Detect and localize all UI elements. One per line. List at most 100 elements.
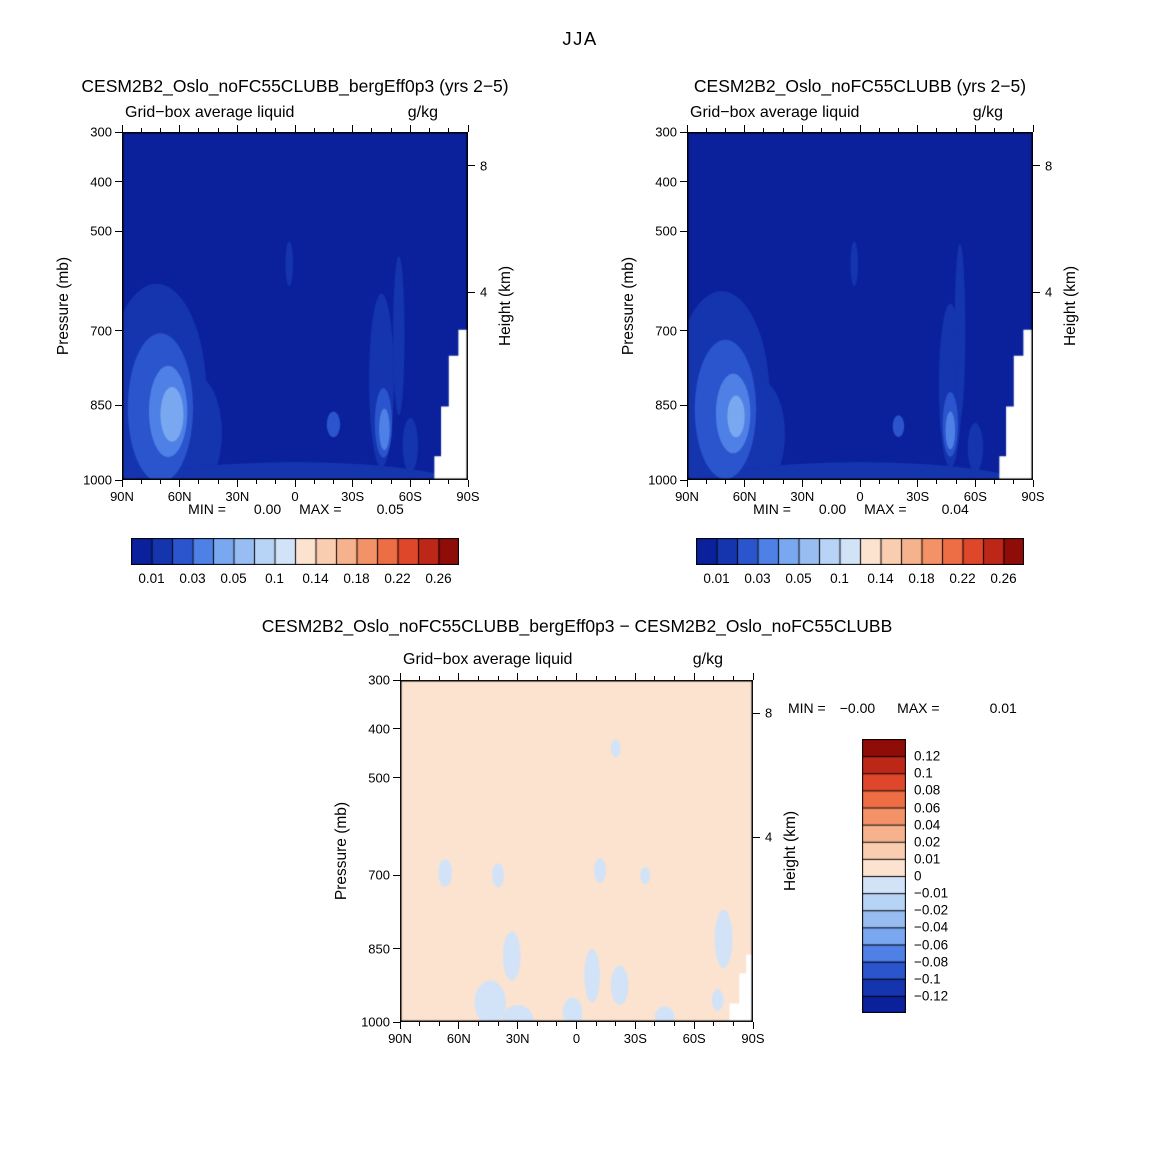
y-tick (115, 404, 122, 406)
x-tick-top (936, 128, 938, 132)
colorbar-label: 0.1 (830, 571, 849, 586)
colorbar-label: 0.03 (744, 571, 771, 586)
x-tick (752, 1022, 754, 1029)
x-tick (198, 480, 200, 484)
panel2-height-axis-label: Height (km) (782, 810, 799, 892)
x-tick (517, 1022, 519, 1029)
panel0-units-label: g/kg (407, 104, 438, 121)
x-tick-top (419, 676, 421, 680)
x-tick-top (752, 673, 754, 680)
colorbar-label: 0.06 (914, 800, 941, 815)
x-tick (159, 480, 161, 484)
x-tick-top (458, 673, 460, 680)
x-tick-top (693, 673, 695, 680)
height-tick-label: 8 (480, 158, 488, 174)
x-tick-top (713, 676, 715, 680)
x-tick-top (556, 676, 558, 680)
panel0-contour-plot (122, 132, 468, 480)
y-tick-label: 400 (368, 721, 390, 737)
max-value: 0.01 (989, 700, 1017, 716)
x-tick-top (198, 128, 200, 132)
panel0-pressure-axis-label: Pressure (mb) (55, 256, 72, 356)
height-tick-label: 4 (765, 829, 773, 845)
y-tick-label: 500 (655, 223, 677, 239)
colorbar-label: −0.1 (914, 971, 941, 987)
y-tick (680, 230, 687, 232)
x-tick (429, 480, 431, 484)
y-tick (393, 679, 400, 681)
colorbar-label: 0.18 (908, 571, 935, 586)
colorbar-label: −0.12 (914, 988, 949, 1004)
x-tick (859, 480, 861, 487)
x-tick (744, 480, 746, 487)
colorbar-label: 0.14 (302, 571, 329, 586)
x-tick-top (955, 128, 957, 132)
x-tick (840, 480, 842, 484)
x-tick-top (654, 676, 656, 680)
panel1-height-axis-label: Height (km) (1062, 265, 1079, 347)
y-tick (115, 230, 122, 232)
x-tick (955, 480, 957, 484)
x-tick-top (1013, 128, 1015, 132)
x-tick (438, 1022, 440, 1026)
x-tick (390, 480, 392, 484)
colorbar-label: −0.02 (914, 902, 949, 918)
x-tick (477, 1022, 479, 1026)
min-label: MIN = (188, 501, 226, 517)
x-tick (713, 1022, 715, 1026)
x-tick-top (974, 125, 976, 132)
colorbar-label: 0.22 (949, 571, 976, 586)
x-tick-top (313, 128, 315, 132)
colorbar-label: 0.12 (914, 748, 941, 764)
x-tick (693, 1022, 695, 1029)
x-tick-top (497, 676, 499, 680)
max-label: MAX = (897, 700, 940, 716)
x-tick-top (217, 128, 219, 132)
x-tick-top (994, 128, 996, 132)
panel0-title: CESM2B2_Oslo_noFC55CLUBB_bergEff0p3 (yrs… (81, 76, 509, 96)
x-tick (878, 480, 880, 484)
x-tick (140, 480, 142, 484)
x-tick-label: 90N (110, 489, 134, 504)
x-tick-top (782, 128, 784, 132)
height-tick-label: 8 (1045, 158, 1053, 174)
colorbar-label: −0.01 (914, 885, 949, 901)
x-tick (536, 1022, 538, 1026)
y-tick (393, 874, 400, 876)
min-value: 0.00 (253, 501, 282, 517)
x-tick-top (294, 125, 296, 132)
y-tick-label: 500 (90, 223, 112, 239)
panel2-pressure-axis-label: Pressure (mb) (333, 801, 350, 901)
x-tick-label: 90N (675, 489, 699, 504)
x-tick-top (371, 128, 373, 132)
panel2-colorbar (862, 739, 906, 1013)
colorbar-label: 0.08 (914, 782, 941, 798)
x-tick-top (429, 128, 431, 132)
y-tick-label: 400 (655, 174, 677, 190)
y-tick-label: 300 (368, 672, 390, 688)
height-tick (1033, 291, 1040, 293)
x-tick (595, 1022, 597, 1026)
panel1-colorbar (696, 538, 1024, 565)
x-tick (352, 480, 354, 487)
x-tick-label: 0 (856, 489, 864, 504)
x-tick (409, 480, 411, 487)
x-tick-top (438, 676, 440, 680)
x-tick-top (724, 128, 726, 132)
height-tick (468, 165, 475, 167)
y-tick-label: 300 (655, 124, 677, 140)
x-tick (897, 480, 899, 484)
x-tick (686, 480, 688, 487)
x-tick (313, 480, 315, 484)
panel2-contour-plot (400, 680, 753, 1022)
x-tick-top (821, 128, 823, 132)
x-tick (179, 480, 181, 487)
x-tick (275, 480, 277, 484)
y-tick (393, 728, 400, 730)
x-tick-label: 30S (341, 489, 365, 504)
x-tick (217, 480, 219, 484)
x-tick (974, 480, 976, 487)
x-tick-top (576, 673, 577, 680)
x-tick-label: 0 (291, 489, 299, 504)
x-tick (634, 1022, 636, 1029)
